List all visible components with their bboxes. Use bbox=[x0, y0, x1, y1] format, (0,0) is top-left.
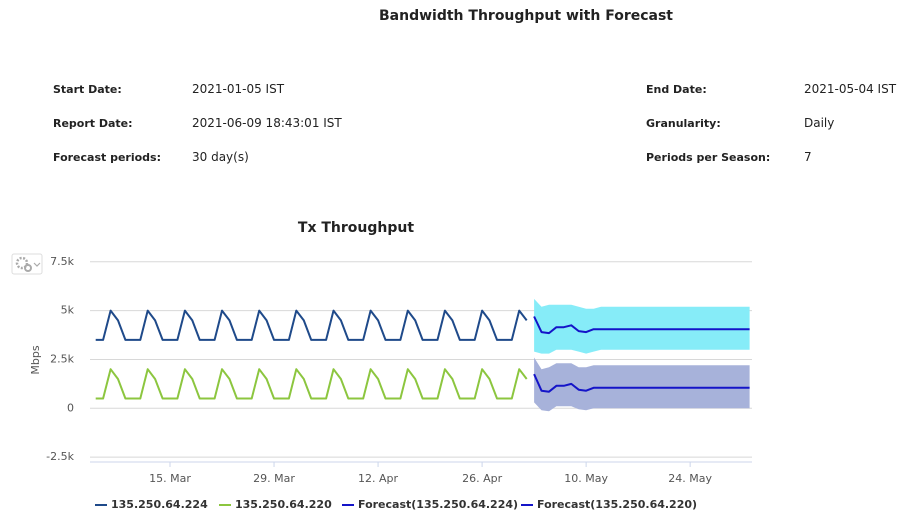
x-tick-label: 29. Mar bbox=[253, 472, 295, 485]
chart-title: Tx Throughput bbox=[298, 220, 414, 236]
field-value: 7 bbox=[804, 150, 812, 164]
report-title: Bandwidth Throughput with Forecast bbox=[379, 8, 673, 24]
series-line bbox=[533, 373, 750, 393]
field-label: Periods per Season: bbox=[646, 151, 771, 164]
legend-label: 135.250.64.220 bbox=[235, 498, 332, 511]
legend-label: 135.250.64.224 bbox=[111, 498, 208, 511]
gear bbox=[24, 264, 32, 272]
forecast-band bbox=[534, 357, 750, 412]
field-label: End Date: bbox=[646, 83, 707, 96]
forecast-band bbox=[534, 298, 750, 354]
legend-label: Forecast(135.250.64.220) bbox=[537, 498, 697, 511]
x-tick-label: 15. Mar bbox=[149, 472, 191, 485]
legend-label: Forecast(135.250.64.224) bbox=[358, 498, 518, 511]
field-value: 30 day(s) bbox=[192, 150, 249, 164]
y-tick-label: 0 bbox=[67, 401, 74, 414]
series-line bbox=[95, 368, 528, 400]
series-line bbox=[533, 316, 750, 335]
x-tick-label: 26. Apr bbox=[462, 472, 502, 485]
gear bbox=[15, 256, 29, 270]
field-label: Granularity: bbox=[646, 117, 721, 130]
field-label: Start Date: bbox=[53, 83, 122, 96]
y-tick-label: 2.5k bbox=[50, 352, 74, 365]
x-tick-label: 12. Apr bbox=[358, 472, 398, 485]
field-label: Forecast periods: bbox=[53, 151, 161, 164]
x-tick-label: 24. May bbox=[668, 472, 712, 485]
y-tick-label: 7.5k bbox=[50, 255, 74, 268]
caret bbox=[33, 262, 41, 267]
settings-icon[interactable] bbox=[11, 253, 43, 275]
field-label: Report Date: bbox=[53, 117, 133, 130]
field-value: 2021-01-05 IST bbox=[192, 82, 285, 96]
y-axis-label: Mbps bbox=[29, 345, 42, 374]
x-tick-label: 10. May bbox=[564, 472, 608, 485]
series-line bbox=[95, 309, 528, 341]
y-tick-label: -2.5k bbox=[46, 450, 74, 463]
field-value: Daily bbox=[804, 116, 835, 130]
field-value: 2021-06-09 18:43:01 IST bbox=[192, 116, 342, 130]
field-value: 2021-05-04 IST bbox=[804, 82, 897, 96]
y-tick-label: 5k bbox=[61, 304, 75, 317]
